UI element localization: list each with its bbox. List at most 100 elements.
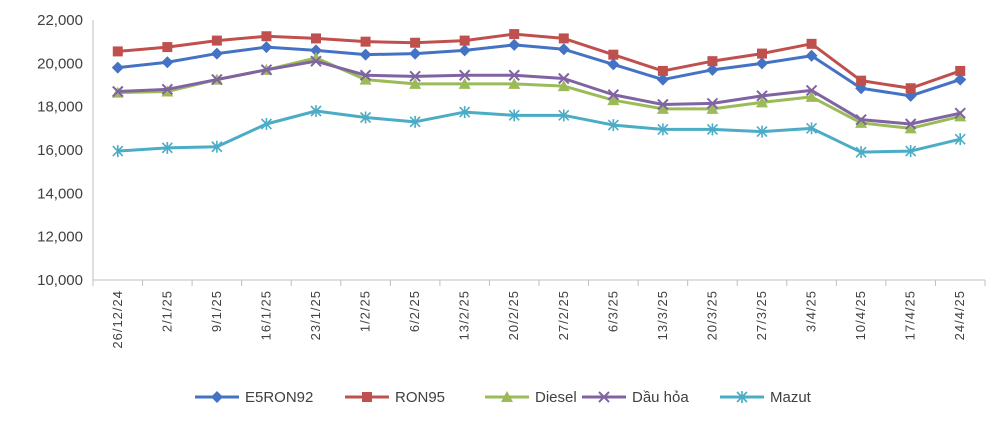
series-e5ron92 xyxy=(111,38,967,102)
data-point xyxy=(162,42,173,53)
legend-marker xyxy=(736,391,748,403)
series-line xyxy=(117,109,961,154)
legend-marker xyxy=(211,391,223,403)
data-point xyxy=(310,55,322,67)
data-point xyxy=(706,97,719,110)
data-point xyxy=(656,102,669,114)
data-point xyxy=(410,37,421,48)
legend-item: Mazut xyxy=(720,389,812,406)
x-tick-label: 26/12/24 xyxy=(110,290,125,349)
data-point xyxy=(459,106,471,119)
legend-label: Dầu hỏa xyxy=(632,389,689,406)
data-point xyxy=(805,122,818,135)
data-point xyxy=(805,84,818,97)
data-point xyxy=(509,29,520,40)
data-point xyxy=(855,116,868,128)
legend: E5RON92 RON95 Diesel Dầu hỏa Mazut xyxy=(195,389,812,406)
data-point xyxy=(409,77,422,89)
data-point xyxy=(112,145,124,158)
data-point xyxy=(955,65,966,76)
data-point xyxy=(904,118,917,130)
x-tick-label: 9/1/25 xyxy=(209,290,224,332)
y-tick-label: 16,000 xyxy=(37,142,83,159)
x-tick-label: 27/2/25 xyxy=(556,290,571,340)
data-point xyxy=(210,47,223,60)
data-point xyxy=(954,73,967,86)
data-point xyxy=(756,125,768,138)
data-point xyxy=(409,47,422,60)
legend-item: E5RON92 xyxy=(195,389,313,406)
data-point xyxy=(112,85,124,98)
data-point xyxy=(112,46,123,57)
legend-label: E5RON92 xyxy=(245,389,313,406)
legend-label: Diesel xyxy=(535,389,577,406)
series-line xyxy=(117,59,961,126)
data-point xyxy=(706,123,719,136)
data-point xyxy=(707,56,718,67)
x-tick-label: 20/2/25 xyxy=(506,290,521,340)
x-tick-label: 24/4/25 xyxy=(952,290,967,340)
data-point xyxy=(161,83,174,96)
x-tick-label: 13/3/25 xyxy=(655,290,670,340)
series-line xyxy=(117,56,961,130)
data-point xyxy=(756,96,768,108)
data-point xyxy=(607,94,620,106)
x-axis: 26/12/24 2/1/25 9/1/25 16/1/25 23/1/25 1/2/25… xyxy=(92,279,986,349)
data-point xyxy=(558,33,569,44)
data-point xyxy=(656,73,669,86)
data-point xyxy=(954,107,966,119)
data-point xyxy=(805,49,818,62)
data-point xyxy=(359,69,372,81)
data-point xyxy=(310,105,322,117)
data-point xyxy=(757,48,767,59)
y-tick-label: 14,000 xyxy=(37,185,83,202)
data-point xyxy=(459,35,470,46)
y-tick-label: 22,000 xyxy=(37,12,83,29)
data-point xyxy=(557,43,570,56)
data-point xyxy=(557,80,570,92)
data-point xyxy=(508,69,520,81)
x-tick-label: 1/2/25 xyxy=(358,290,373,332)
series-line xyxy=(117,32,961,90)
legend-item: Dầu hỏa xyxy=(582,389,689,406)
legend-label: Mazut xyxy=(770,389,812,406)
legend-marker xyxy=(501,391,513,402)
x-tick-label: 3/4/25 xyxy=(804,290,819,332)
x-tick-label: 23/1/25 xyxy=(308,290,323,340)
data-point xyxy=(161,56,174,69)
data-point xyxy=(756,57,768,70)
data-point xyxy=(311,33,321,44)
data-point xyxy=(558,72,570,85)
data-point xyxy=(706,102,719,114)
series-ron95 xyxy=(112,29,966,94)
data-point xyxy=(657,98,669,111)
data-point xyxy=(905,83,916,94)
y-tick-label: 18,000 xyxy=(37,99,83,116)
x-tick-label: 16/1/25 xyxy=(258,290,273,340)
x-tick-label: 27/3/25 xyxy=(754,290,769,340)
data-point xyxy=(310,44,322,57)
data-point xyxy=(458,69,471,81)
data-point xyxy=(657,65,668,76)
data-point xyxy=(905,145,917,158)
data-point xyxy=(458,44,471,57)
data-point xyxy=(409,70,421,83)
data-point xyxy=(111,61,124,74)
x-tick-label: 2/1/25 xyxy=(159,290,174,332)
data-point xyxy=(657,123,669,136)
data-point xyxy=(904,122,917,134)
data-point xyxy=(161,85,174,97)
data-point xyxy=(359,48,372,61)
data-point xyxy=(458,77,471,89)
data-point xyxy=(954,110,967,122)
y-tick-label: 10,000 xyxy=(37,272,83,289)
x-tick-label: 6/2/25 xyxy=(407,290,422,332)
data-point xyxy=(211,35,222,46)
x-tick-label: 17/4/25 xyxy=(903,290,918,340)
legend-marker xyxy=(362,392,372,402)
data-point xyxy=(855,146,867,159)
x-tick-label: 13/2/25 xyxy=(457,290,472,340)
data-point xyxy=(607,89,620,101)
y-tick-label: 20,000 xyxy=(37,55,83,72)
data-point xyxy=(409,115,421,128)
